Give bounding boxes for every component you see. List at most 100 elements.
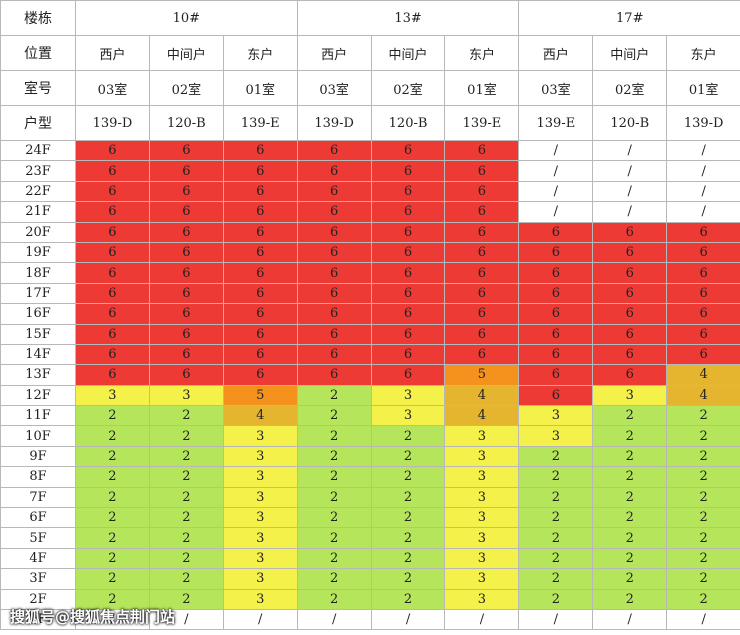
header-row: 室号 03室 02室 01室 03室 02室 01室 03室 02室 01室 <box>0 70 740 106</box>
cell: 6 <box>370 139 446 162</box>
cell: 6 <box>592 282 668 305</box>
floor-label: 10F <box>0 425 76 447</box>
floor-row: 4F 2 2 3 2 2 3 2 2 2 <box>0 547 740 570</box>
floor-row: 6F 2 2 3 2 2 3 2 2 2 <box>0 507 740 529</box>
cell: 3 <box>444 507 520 529</box>
cell: 6 <box>222 364 298 386</box>
cell: 2 <box>148 445 224 468</box>
cell: 6 <box>148 282 224 305</box>
cell: 3 <box>75 384 150 407</box>
cell: 6 <box>222 241 298 264</box>
floor-row: 15F 6 6 6 6 6 6 6 6 6 <box>0 323 740 345</box>
cell: / <box>592 160 668 182</box>
floor-label: 17F <box>0 282 76 305</box>
cell: 2 <box>666 425 740 447</box>
cell: 6 <box>518 221 594 243</box>
cell: 6 <box>444 180 520 203</box>
cell: 6 <box>222 323 298 345</box>
floor-label: 4F <box>0 547 76 570</box>
cell: 3 <box>222 547 298 570</box>
cell: / <box>370 608 446 631</box>
position-header: 西户 <box>518 35 594 71</box>
cell: / <box>666 608 740 631</box>
cell: 6 <box>518 323 594 345</box>
cell: 2 <box>296 527 372 549</box>
cell: 6 <box>444 323 520 345</box>
cell: 2 <box>148 588 224 610</box>
floor-row: 3F 2 2 3 2 2 3 2 2 2 <box>0 568 740 590</box>
cell: 2 <box>296 588 372 610</box>
floor-row: 11F 2 2 4 2 3 4 3 2 2 <box>0 405 740 427</box>
floor-label: 14F <box>0 343 76 366</box>
cell: 6 <box>444 221 520 243</box>
cell: 2 <box>148 466 224 488</box>
position-header: 东户 <box>444 35 520 71</box>
cell: 6 <box>666 221 740 243</box>
floor-row: 17F 6 6 6 6 6 6 6 6 6 <box>0 282 740 305</box>
room-header: 01室 <box>444 70 520 106</box>
cell: 2 <box>148 425 224 447</box>
floor-label: 18F <box>0 262 76 284</box>
floor-label: 20F <box>0 221 76 243</box>
cell: 2 <box>518 588 594 610</box>
cell: 6 <box>75 343 150 366</box>
cell: 6 <box>148 343 224 366</box>
cell: 2 <box>518 466 594 488</box>
cell: 2 <box>518 507 594 529</box>
cell: 2 <box>296 507 372 529</box>
cell: 2 <box>296 445 372 468</box>
cell: 2 <box>148 547 224 570</box>
cell: 3 <box>444 466 520 488</box>
cell: 6 <box>444 262 520 284</box>
cell: 6 <box>370 343 446 366</box>
cell: 6 <box>518 364 594 386</box>
cell: / <box>444 608 520 631</box>
cell: 6 <box>296 201 372 223</box>
cell: 6 <box>296 303 372 325</box>
room-header: 02室 <box>370 70 446 106</box>
cell: 3 <box>222 445 298 468</box>
cell: 6 <box>296 262 372 284</box>
room-header: 03室 <box>296 70 372 106</box>
cell: / <box>592 180 668 203</box>
cell: 3 <box>222 466 298 488</box>
cell: 6 <box>666 323 740 345</box>
cell: 3 <box>444 425 520 447</box>
floor-label: 3F <box>0 568 76 590</box>
cell: 6 <box>444 343 520 366</box>
cell: 2 <box>75 445 150 468</box>
header-row: 位置 西户 中间户 东户 西户 中间户 东户 西户 中间户 东户 <box>0 35 740 71</box>
cell: / <box>666 201 740 223</box>
cell: 2 <box>592 547 668 570</box>
cell: 2 <box>592 527 668 549</box>
cell: / <box>518 608 594 631</box>
cell: 6 <box>592 343 668 366</box>
cell: 3 <box>222 425 298 447</box>
position-header: 中间户 <box>148 35 224 71</box>
cell: 6 <box>592 241 668 264</box>
cell: 2 <box>296 568 372 590</box>
cell: 6 <box>75 201 150 223</box>
floor-row: 5F 2 2 3 2 2 3 2 2 2 <box>0 527 740 549</box>
cell: 4 <box>444 384 520 407</box>
cell: 2 <box>666 568 740 590</box>
room-header: 01室 <box>666 70 740 106</box>
cell: 2 <box>370 568 446 590</box>
cell: 2 <box>592 486 668 509</box>
cell: 2 <box>592 466 668 488</box>
cell: 6 <box>296 139 372 162</box>
cell: 6 <box>370 262 446 284</box>
cell: 6 <box>592 303 668 325</box>
cell: / <box>518 160 594 182</box>
cell: 6 <box>148 139 224 162</box>
watermark: 搜狐号@搜狐焦点荆门站 <box>10 608 176 626</box>
cell: 3 <box>222 588 298 610</box>
cell: 2 <box>296 466 372 488</box>
cell: 6 <box>148 201 224 223</box>
cell: 3 <box>444 588 520 610</box>
building-header: 17# <box>518 0 740 36</box>
cell: 2 <box>592 405 668 427</box>
cell: 2 <box>666 507 740 529</box>
